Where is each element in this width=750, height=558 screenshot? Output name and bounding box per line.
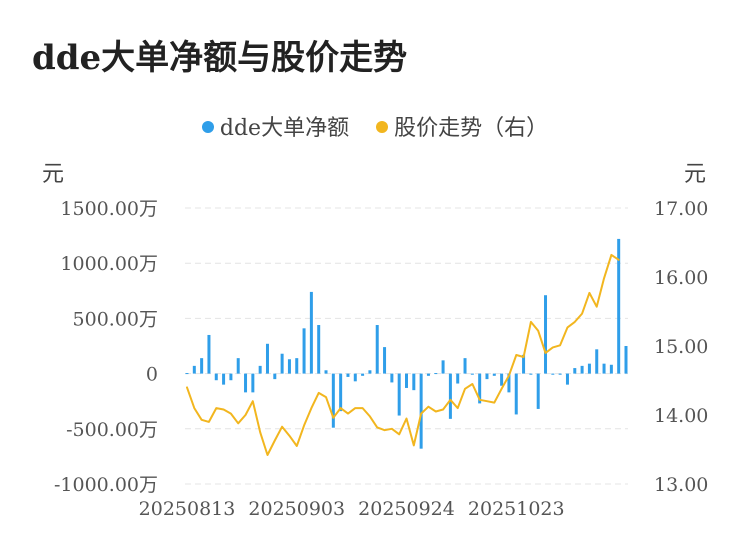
legend-item-price[interactable]: 股价走势（右） <box>376 110 548 142</box>
dde-bar <box>500 373 504 386</box>
grid-lines <box>185 207 628 485</box>
dde-bar <box>412 373 416 391</box>
dde-bar <box>419 373 423 449</box>
dde-bar <box>551 373 555 375</box>
dde-bar <box>258 365 262 374</box>
left-tick-label: -500.00万 <box>66 419 158 441</box>
dde-bar <box>492 373 496 376</box>
dde-bar <box>544 295 548 374</box>
dde-bar <box>331 373 335 428</box>
dde-bar <box>317 325 321 374</box>
right-tick-label: 13.00 <box>654 474 708 496</box>
dde-bar <box>200 358 204 374</box>
price-line <box>186 253 620 456</box>
dde-bar <box>251 373 255 393</box>
dde-bar <box>434 373 438 375</box>
dde-bar <box>485 373 489 380</box>
left-axis-unit: 元 <box>42 162 65 187</box>
dde-bar <box>463 358 467 374</box>
dde-bar <box>346 373 350 377</box>
dde-bar <box>602 363 606 374</box>
dde-bar <box>580 365 584 374</box>
dde-bar <box>448 373 452 419</box>
dde-bar <box>507 373 511 393</box>
dde-bar <box>565 373 569 385</box>
axis-labels: 1500.00万 1000.00万 500.00万 0 -500.00万 -1000.00… <box>54 198 708 520</box>
dde-bar <box>375 325 379 374</box>
legend-dot-dde <box>201 121 214 133</box>
dde-bar <box>441 360 445 374</box>
legend: dde大单净额 股价走势（右） <box>0 110 750 142</box>
legend-label-dde: dde大单净额 <box>219 116 350 141</box>
dde-bar <box>405 373 408 388</box>
dde-bar <box>383 347 387 374</box>
dde-bar <box>207 334 211 374</box>
left-tick-label: 500.00万 <box>73 308 158 330</box>
left-tick-label: 1000.00万 <box>60 253 158 275</box>
dde-bar <box>478 373 482 404</box>
right-tick-label: 15.00 <box>654 336 708 358</box>
right-tick-label: 14.00 <box>654 405 708 427</box>
bar-series <box>185 238 628 449</box>
left-tick-label: -1000.00万 <box>54 474 158 496</box>
dde-bar <box>265 343 269 374</box>
dde-bar <box>587 363 591 374</box>
dde-bar <box>361 373 365 376</box>
legend-item-dde[interactable]: dde大单净额 <box>201 110 350 142</box>
dde-bar <box>236 358 240 374</box>
dde-bar <box>617 238 621 374</box>
x-tick-label: 20250903 <box>248 498 345 520</box>
dde-bar <box>295 358 299 374</box>
dde-bar <box>536 373 540 409</box>
x-tick-label: 20251023 <box>468 498 565 520</box>
left-tick-label: 1500.00万 <box>60 198 158 220</box>
dde-bar <box>522 354 526 374</box>
dde-bar <box>595 349 599 374</box>
chart-title: dde大单净额与股价走势 <box>32 38 408 78</box>
dde-bar <box>339 373 343 412</box>
dde-bar <box>390 373 394 383</box>
legend-label-price: 股价走势（右） <box>394 116 549 141</box>
dde-bar <box>558 373 562 375</box>
dde-bar <box>573 368 577 374</box>
dde-bar <box>222 373 226 385</box>
dde-bar <box>229 373 233 381</box>
left-tick-label: 0 <box>146 364 158 386</box>
x-tick-label: 20250924 <box>358 498 455 520</box>
right-tick-label: 16.00 <box>654 267 708 289</box>
line-series <box>186 253 620 456</box>
dde-bar <box>244 373 248 393</box>
dde-bar <box>470 373 474 375</box>
dde-bar <box>309 291 313 374</box>
dde-bar <box>514 373 518 415</box>
dde-bar <box>609 364 613 374</box>
legend-dot-price <box>376 121 389 133</box>
dde-bar <box>280 353 284 374</box>
right-axis-unit: 元 <box>684 162 707 187</box>
dde-bar <box>192 365 196 374</box>
dde-bar <box>529 373 533 375</box>
dde-bar <box>273 373 277 380</box>
dde-bar <box>624 346 628 374</box>
dde-bar <box>353 373 357 382</box>
dde-bar <box>397 373 401 416</box>
x-tick-label: 20250813 <box>139 498 236 520</box>
dde-bar <box>368 370 372 374</box>
right-tick-label: 17.00 <box>654 198 708 220</box>
dde-bar <box>426 373 430 376</box>
dde-bar <box>214 373 218 381</box>
dde-bar <box>456 373 460 384</box>
dde-bar <box>302 328 306 374</box>
dde-bar <box>287 359 291 374</box>
dde-bar <box>324 370 328 374</box>
dde-bar <box>185 373 189 375</box>
